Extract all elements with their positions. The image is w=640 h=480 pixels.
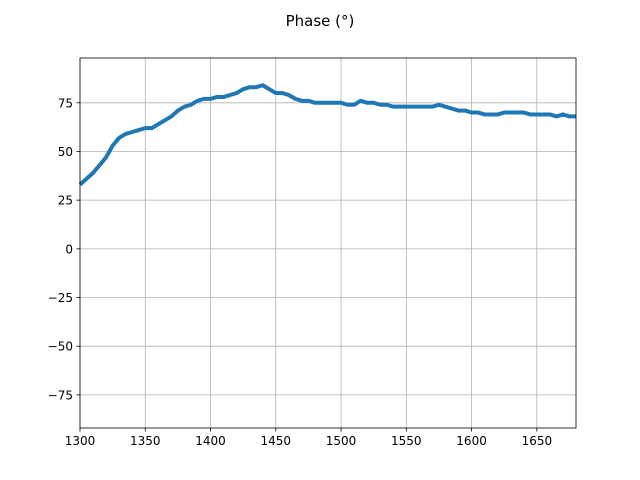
chart-title: Phase (°) (286, 12, 355, 30)
x-tick-label: 1550 (391, 434, 422, 448)
x-tick-label: 1300 (65, 434, 96, 448)
y-tick-label: −75 (48, 388, 73, 402)
x-tick-label: 1500 (326, 434, 357, 448)
y-tick-label: −50 (48, 340, 73, 354)
y-tick-label: 0 (65, 242, 73, 256)
y-tick-label: −25 (48, 291, 73, 305)
axis-ticks: 1300 1350 1400 1450 1500 1550 1600 1650 −75 −50 −2… (48, 96, 552, 448)
y-tick-label: 75 (58, 96, 73, 110)
x-tick-label: 1650 (522, 434, 553, 448)
x-tick-label: 1400 (195, 434, 226, 448)
series-line-layer (78, 83, 576, 187)
y-tick-label: 50 (58, 145, 73, 159)
y-tick-label: 25 (58, 194, 73, 208)
x-tick-label: 1600 (456, 434, 487, 448)
x-tick-label: 1350 (130, 434, 161, 448)
phase-series-line (78, 83, 576, 187)
plot-frame (79, 57, 577, 429)
x-tick-label: 1450 (261, 434, 292, 448)
grid-lines (79, 58, 576, 428)
